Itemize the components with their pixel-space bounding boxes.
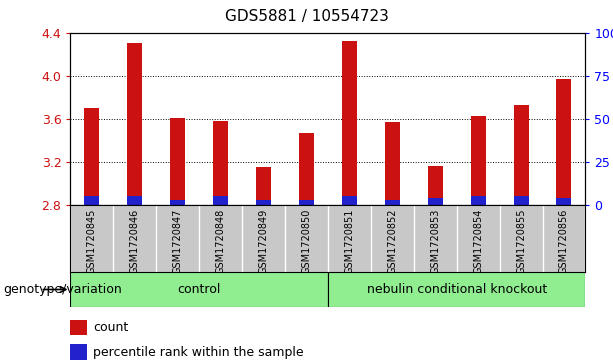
Text: percentile rank within the sample: percentile rank within the sample xyxy=(93,346,304,359)
Bar xyxy=(85,108,99,205)
Text: GSM1720845: GSM1720845 xyxy=(87,208,97,274)
Text: GSM1720854: GSM1720854 xyxy=(473,208,483,274)
Bar xyxy=(557,79,571,205)
Text: GSM1720846: GSM1720846 xyxy=(130,208,140,274)
Text: GSM1720851: GSM1720851 xyxy=(345,208,354,274)
Bar xyxy=(70,344,88,360)
Bar xyxy=(299,200,314,205)
Bar xyxy=(385,200,400,205)
Text: nebulin conditional knockout: nebulin conditional knockout xyxy=(367,283,547,296)
Bar xyxy=(385,122,400,205)
Text: count: count xyxy=(93,321,128,334)
Bar xyxy=(170,200,185,205)
Text: control: control xyxy=(178,283,221,296)
Bar xyxy=(471,116,485,205)
Bar xyxy=(256,200,271,205)
Bar xyxy=(70,320,88,335)
Bar xyxy=(213,196,228,205)
Bar xyxy=(170,118,185,205)
Text: genotype/variation: genotype/variation xyxy=(3,283,122,296)
Text: GSM1720852: GSM1720852 xyxy=(387,208,397,274)
Bar xyxy=(299,133,314,205)
Bar xyxy=(342,196,357,205)
Text: GSM1720849: GSM1720849 xyxy=(259,208,268,274)
Bar xyxy=(128,44,142,205)
Text: GSM1720847: GSM1720847 xyxy=(173,208,183,274)
Bar xyxy=(70,272,328,307)
Bar xyxy=(85,196,99,205)
Bar xyxy=(557,198,571,205)
Bar xyxy=(213,121,228,205)
Bar xyxy=(256,167,271,205)
Bar xyxy=(128,196,142,205)
Bar xyxy=(471,196,485,205)
Text: GSM1720853: GSM1720853 xyxy=(430,208,440,274)
Text: GSM1720855: GSM1720855 xyxy=(516,208,526,274)
Text: GDS5881 / 10554723: GDS5881 / 10554723 xyxy=(224,9,389,24)
Text: GSM1720856: GSM1720856 xyxy=(559,208,569,274)
Bar xyxy=(328,272,585,307)
Bar xyxy=(514,105,528,205)
Text: GSM1720850: GSM1720850 xyxy=(302,208,311,274)
Bar xyxy=(428,198,443,205)
Bar xyxy=(428,166,443,205)
Bar xyxy=(342,41,357,205)
Text: GSM1720848: GSM1720848 xyxy=(216,208,226,274)
Bar xyxy=(514,196,528,205)
